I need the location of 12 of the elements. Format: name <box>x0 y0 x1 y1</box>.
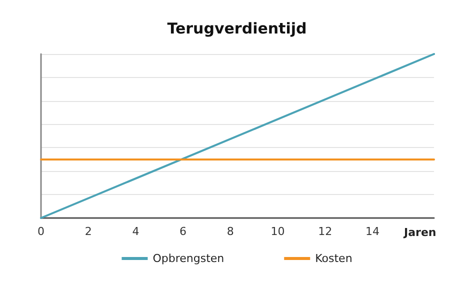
x-tick-label: 0 <box>38 225 44 238</box>
x-tick-label: 6 <box>180 225 187 238</box>
x-tick-label: 10 <box>270 225 285 238</box>
x-tick-label: 2 <box>84 225 92 238</box>
x-tick-label: 14 <box>365 225 380 238</box>
x-tick-label: 8 <box>226 225 234 238</box>
legend-label: Kosten <box>315 252 352 265</box>
x-axis-title: Jaren <box>403 226 436 239</box>
x-tick-label: 4 <box>132 225 140 238</box>
chart-title: Terugverdientijd <box>167 20 307 38</box>
x-tick-label: 12 <box>318 225 332 238</box>
legend-label: Opbrengsten <box>152 252 224 265</box>
